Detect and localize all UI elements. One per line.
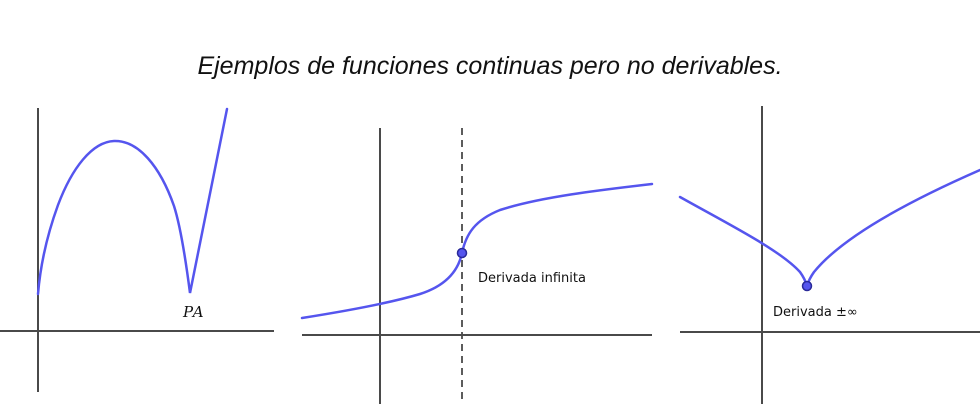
figure-title: Ejemplos de funciones continuas pero no … — [197, 52, 783, 80]
panel-cusp: Derivada ±∞ — [678, 106, 980, 404]
inflection-point — [456, 247, 468, 259]
infinite-derivative-label: Derivada infinita — [478, 271, 586, 286]
panel-corner-point: PA — [0, 107, 274, 392]
function-curve — [300, 182, 654, 320]
cusp-derivative-label: Derivada ±∞ — [773, 305, 858, 320]
panel-infinite-derivative: Derivada infinita — [300, 128, 654, 404]
function-curve — [678, 168, 980, 291]
cusp-point — [801, 280, 813, 292]
corner-point-label: PA — [182, 303, 205, 321]
function-curve — [36, 107, 229, 296]
